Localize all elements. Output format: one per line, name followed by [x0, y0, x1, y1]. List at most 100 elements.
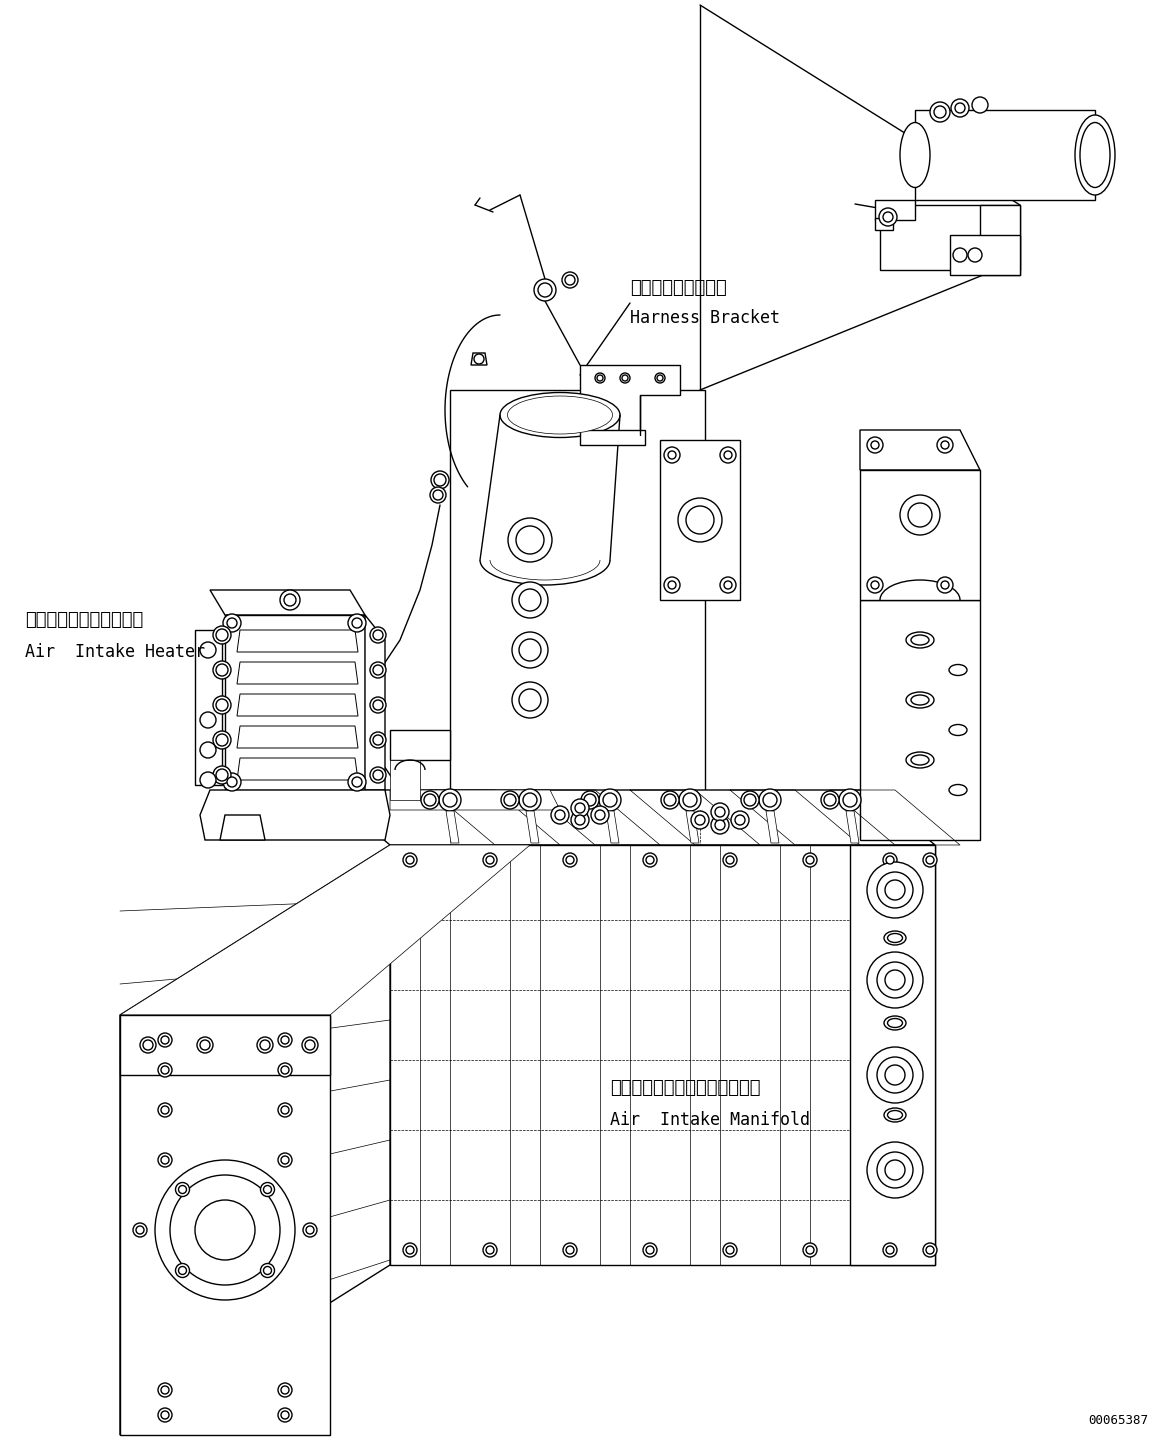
Circle shape	[923, 853, 937, 868]
Circle shape	[213, 661, 231, 679]
Circle shape	[430, 486, 445, 504]
Text: エアーインテークヒータ: エアーインテークヒータ	[24, 612, 143, 629]
Circle shape	[825, 794, 836, 806]
Circle shape	[655, 373, 665, 383]
Circle shape	[512, 632, 548, 668]
Circle shape	[160, 1386, 169, 1394]
Circle shape	[200, 642, 216, 658]
Circle shape	[597, 376, 602, 381]
Circle shape	[972, 96, 989, 114]
Circle shape	[955, 104, 965, 114]
Circle shape	[877, 963, 913, 999]
Circle shape	[582, 791, 599, 809]
Circle shape	[866, 953, 923, 1007]
Circle shape	[926, 856, 934, 863]
Polygon shape	[880, 204, 1020, 271]
Circle shape	[715, 820, 725, 830]
Circle shape	[664, 448, 680, 463]
Circle shape	[952, 248, 966, 262]
Circle shape	[735, 814, 745, 825]
Circle shape	[595, 810, 605, 820]
Circle shape	[404, 1243, 418, 1258]
Polygon shape	[120, 845, 530, 1014]
Circle shape	[373, 699, 383, 709]
Circle shape	[584, 794, 595, 806]
Circle shape	[348, 614, 366, 632]
Circle shape	[519, 689, 541, 711]
Circle shape	[563, 1243, 577, 1258]
Circle shape	[140, 1038, 156, 1053]
Circle shape	[930, 102, 950, 122]
Circle shape	[304, 1223, 317, 1238]
Circle shape	[802, 1243, 816, 1258]
Circle shape	[508, 518, 552, 563]
Circle shape	[424, 794, 436, 806]
Polygon shape	[237, 694, 358, 717]
Circle shape	[723, 1243, 737, 1258]
Circle shape	[732, 812, 749, 829]
Circle shape	[278, 1033, 292, 1048]
Circle shape	[668, 581, 676, 589]
Circle shape	[216, 629, 228, 640]
Circle shape	[373, 630, 383, 640]
Circle shape	[373, 665, 383, 675]
Circle shape	[602, 793, 618, 807]
Circle shape	[883, 212, 893, 222]
Circle shape	[866, 862, 923, 918]
Circle shape	[763, 793, 777, 807]
Polygon shape	[766, 812, 779, 843]
Circle shape	[475, 354, 484, 364]
Circle shape	[877, 872, 913, 908]
Circle shape	[443, 793, 457, 807]
Polygon shape	[237, 662, 358, 684]
Circle shape	[370, 767, 386, 783]
Circle shape	[143, 1040, 154, 1050]
Circle shape	[512, 581, 548, 617]
Circle shape	[348, 773, 366, 791]
Circle shape	[160, 1156, 169, 1164]
Polygon shape	[390, 845, 935, 1265]
Circle shape	[483, 853, 497, 868]
Circle shape	[523, 793, 537, 807]
Circle shape	[264, 1266, 271, 1275]
Circle shape	[373, 735, 383, 745]
Circle shape	[806, 1246, 814, 1253]
Circle shape	[937, 437, 952, 453]
Text: ハーネスブラケット: ハーネスブラケット	[630, 279, 727, 296]
Circle shape	[200, 771, 216, 789]
Circle shape	[223, 614, 241, 632]
Circle shape	[562, 272, 578, 288]
Circle shape	[926, 1246, 934, 1253]
Text: Air  Intake Manifold: Air Intake Manifold	[611, 1111, 809, 1130]
Circle shape	[261, 1263, 274, 1278]
Circle shape	[158, 1063, 172, 1076]
Circle shape	[158, 1383, 172, 1397]
Circle shape	[406, 1246, 414, 1253]
Circle shape	[725, 450, 732, 459]
Circle shape	[879, 209, 897, 226]
Circle shape	[370, 696, 386, 712]
Circle shape	[195, 1200, 255, 1261]
Ellipse shape	[884, 1016, 906, 1030]
Circle shape	[227, 777, 237, 787]
Ellipse shape	[884, 1108, 906, 1122]
Circle shape	[720, 577, 736, 593]
Circle shape	[679, 789, 701, 812]
Polygon shape	[120, 845, 390, 1435]
Circle shape	[806, 856, 814, 863]
Polygon shape	[200, 790, 390, 840]
Circle shape	[866, 1143, 923, 1199]
Ellipse shape	[949, 784, 966, 796]
Circle shape	[264, 1186, 271, 1193]
Circle shape	[726, 856, 734, 863]
Circle shape	[216, 699, 228, 711]
Circle shape	[406, 856, 414, 863]
Circle shape	[158, 1153, 172, 1167]
Polygon shape	[950, 235, 1020, 275]
Circle shape	[664, 577, 680, 593]
Circle shape	[843, 793, 857, 807]
Circle shape	[566, 1246, 575, 1253]
Circle shape	[281, 1107, 288, 1114]
Circle shape	[534, 279, 556, 301]
Circle shape	[595, 373, 605, 383]
